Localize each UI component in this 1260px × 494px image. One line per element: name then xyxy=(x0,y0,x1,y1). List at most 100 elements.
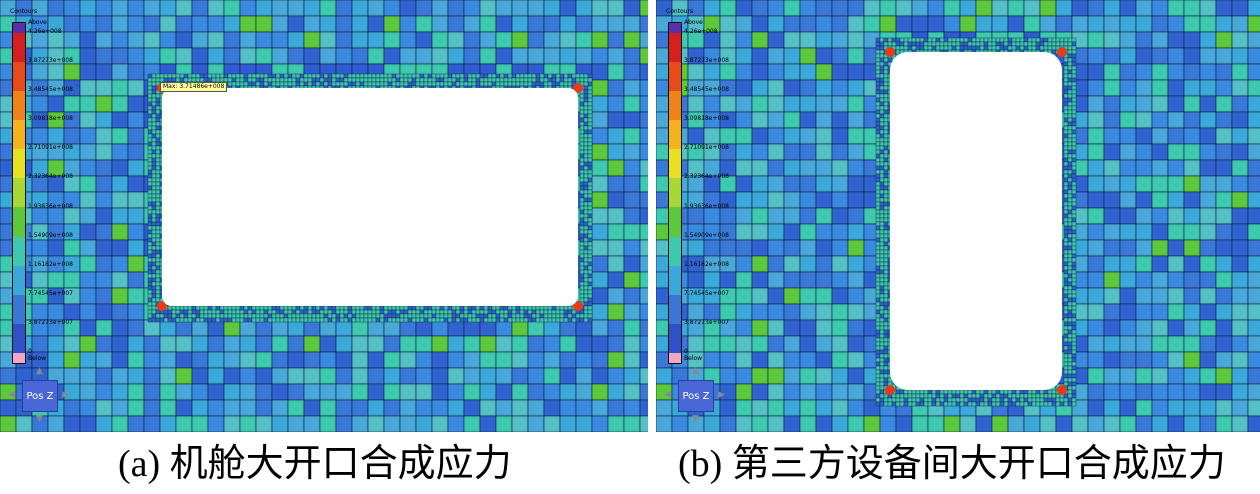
fine-mesh-element xyxy=(363,313,369,319)
fine-mesh-element xyxy=(587,85,593,91)
fine-mesh-element xyxy=(879,97,885,103)
fine-mesh-element xyxy=(1071,101,1077,107)
fine-mesh-element xyxy=(307,81,313,87)
fine-mesh-element xyxy=(427,73,433,79)
fine-mesh-element xyxy=(1063,189,1069,195)
fine-mesh-element xyxy=(495,77,501,83)
fine-mesh-element xyxy=(879,313,885,319)
fine-mesh-element xyxy=(1067,173,1073,179)
fine-mesh-element xyxy=(363,77,369,83)
fine-mesh-element xyxy=(875,41,881,47)
fine-mesh-element xyxy=(151,177,157,183)
fine-mesh-element xyxy=(463,73,469,79)
fine-mesh-element xyxy=(883,77,889,83)
arrow-up-icon[interactable]: ▲ xyxy=(692,366,699,376)
mesh-element xyxy=(1247,143,1260,161)
fine-mesh-element xyxy=(1063,225,1069,231)
mesh-element xyxy=(1183,47,1201,65)
legend-tick-label: 2.32364e+008 xyxy=(684,173,729,181)
fine-mesh-element xyxy=(1047,389,1053,395)
mesh-element xyxy=(223,335,241,353)
fine-mesh-element xyxy=(1063,321,1069,327)
mesh-element xyxy=(607,383,625,401)
arrow-right-icon[interactable]: ▶ xyxy=(718,390,725,400)
fine-mesh-element xyxy=(991,41,997,47)
mesh-element xyxy=(1135,223,1153,241)
fine-mesh-element xyxy=(959,41,965,47)
fine-mesh-element xyxy=(519,309,525,315)
view-orientation-widget[interactable]: ▲ ◀ ▶ ▼ Pos Z xyxy=(8,366,72,428)
fine-mesh-element xyxy=(1071,197,1077,203)
legend-tick-label: 2.71091e+008 xyxy=(28,144,73,152)
pos-z-view-button[interactable]: Pos Z xyxy=(22,380,58,412)
mesh-element xyxy=(575,399,593,417)
fine-mesh-element xyxy=(571,73,577,79)
fine-mesh-element xyxy=(303,317,309,323)
fine-mesh-element xyxy=(155,169,161,175)
fine-mesh-element xyxy=(1063,89,1069,95)
mesh-element xyxy=(1087,207,1105,225)
fine-mesh-element xyxy=(507,305,513,311)
mesh-element xyxy=(1087,415,1105,432)
fine-mesh-element xyxy=(395,309,401,315)
arrow-left-icon[interactable]: ◀ xyxy=(8,390,15,400)
mesh-element xyxy=(271,31,289,49)
fine-mesh-element xyxy=(967,397,973,403)
arrow-up-icon[interactable]: ▲ xyxy=(36,366,43,376)
arrow-left-icon[interactable]: ◀ xyxy=(664,390,671,400)
mesh-element xyxy=(95,47,113,65)
mesh-element xyxy=(623,47,641,65)
mesh-element xyxy=(831,255,849,273)
mesh-element xyxy=(367,367,385,385)
arrow-right-icon[interactable]: ▶ xyxy=(62,390,69,400)
fine-mesh-element xyxy=(535,77,541,83)
fine-mesh-element xyxy=(579,281,585,287)
fine-mesh-element xyxy=(583,93,589,99)
fine-mesh-element xyxy=(1071,317,1077,323)
pos-z-view-button[interactable]: Pos Z xyxy=(678,380,714,412)
fine-mesh-element xyxy=(367,73,373,79)
mesh-element xyxy=(271,15,289,33)
mesh-element xyxy=(1135,47,1153,65)
fine-mesh-element xyxy=(367,305,373,311)
fine-mesh-element xyxy=(547,77,553,83)
mesh-element xyxy=(239,367,257,385)
fine-mesh-element xyxy=(259,317,265,323)
fine-mesh-element xyxy=(331,77,337,83)
fine-mesh-element xyxy=(255,305,261,311)
mesh-element xyxy=(335,47,353,65)
fine-mesh-element xyxy=(543,313,549,319)
fine-mesh-element xyxy=(583,165,589,171)
mesh-element xyxy=(1071,0,1089,17)
mesh-element xyxy=(303,367,321,385)
mesh-element xyxy=(1199,0,1217,17)
mesh-element xyxy=(1215,223,1233,241)
fine-mesh-element xyxy=(879,369,885,375)
arrow-down-icon[interactable]: ▼ xyxy=(36,414,43,424)
stress-contour-panel-b: Contours Above 4.26e+008 3.87273e+008 3.48… xyxy=(656,0,1260,432)
mesh-element xyxy=(783,239,801,257)
arrow-down-icon[interactable]: ▼ xyxy=(692,414,699,424)
fine-mesh-element xyxy=(1063,153,1069,159)
fine-mesh-element xyxy=(147,217,153,223)
mesh-element xyxy=(1215,15,1233,33)
mesh-element xyxy=(751,287,769,305)
fine-mesh-element xyxy=(583,129,589,135)
fine-mesh-element xyxy=(519,305,525,311)
fine-mesh-element xyxy=(523,73,529,79)
fine-mesh-element xyxy=(211,317,217,323)
mesh-element xyxy=(1199,111,1217,129)
fine-mesh-element xyxy=(151,189,157,195)
fine-mesh-element xyxy=(883,321,889,327)
fine-mesh-element xyxy=(1071,89,1077,95)
fine-mesh-element xyxy=(559,317,565,323)
mesh-element xyxy=(847,15,865,33)
fine-mesh-element xyxy=(355,317,361,323)
fine-mesh-element xyxy=(875,361,881,367)
mesh-element xyxy=(1183,79,1201,97)
mesh-element xyxy=(127,383,145,401)
fine-mesh-element xyxy=(1071,149,1077,155)
mesh-element xyxy=(79,399,97,417)
fine-mesh-element xyxy=(207,309,213,315)
view-orientation-widget[interactable]: ▲ ◀ ▶ ▼ Pos Z xyxy=(664,366,728,428)
